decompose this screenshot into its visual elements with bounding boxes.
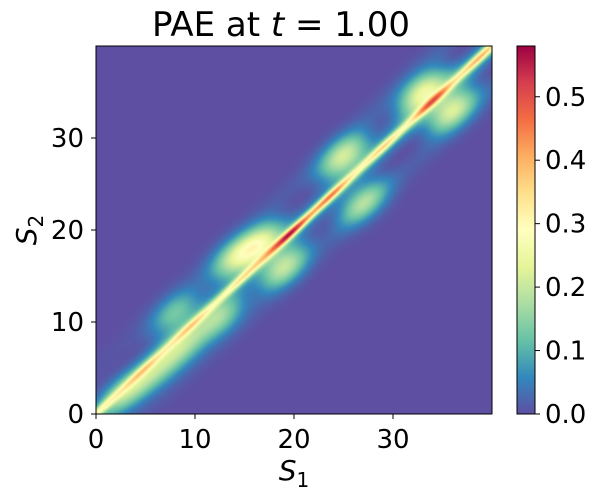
colorbar-tick-label: 0.1 <box>545 337 586 367</box>
x-tick-label: 10 <box>178 425 211 455</box>
colorbar: 0.0 0.1 0.2 0.3 0.4 0.5 <box>516 45 586 430</box>
title-variable: t <box>271 5 286 45</box>
y-axis-label-base: S <box>10 227 43 245</box>
x-axis-label-subscript: 1 <box>297 468 310 492</box>
y-tick-label: 20 <box>51 216 84 246</box>
colorbar-ticks: 0.0 0.1 0.2 0.3 0.4 0.5 <box>535 83 586 430</box>
colorbar-tick-label: 0.2 <box>545 273 586 303</box>
colorbar-tick-label: 0.5 <box>545 83 586 113</box>
x-axis-ticks: 0 10 20 30 <box>88 414 410 455</box>
colorbar-tick-label: 0.4 <box>545 146 586 176</box>
chart-title: PAE at t = 1.00 <box>152 5 410 45</box>
y-tick-label: 0 <box>67 400 84 430</box>
x-tick-label: 20 <box>277 425 310 455</box>
y-axis-label: S2 <box>10 215 48 246</box>
title-prefix: PAE at <box>152 5 271 45</box>
heatmap-plot-area <box>95 45 493 415</box>
x-axis-label-base: S <box>279 454 297 487</box>
y-axis-label-subscript: 2 <box>24 215 48 228</box>
colorbar-gradient <box>516 45 536 415</box>
y-tick-label: 30 <box>51 124 84 154</box>
x-axis-label: S1 <box>279 454 310 492</box>
x-tick-label: 30 <box>376 425 409 455</box>
y-axis-ticks: 0 10 20 30 <box>51 124 96 430</box>
colorbar-tick-label: 0.0 <box>545 400 586 430</box>
y-tick-label: 10 <box>51 308 84 338</box>
heatmap-image <box>96 46 492 414</box>
title-suffix: = 1.00 <box>284 5 410 45</box>
colorbar-tick-label: 0.3 <box>545 210 586 240</box>
x-tick-label: 0 <box>88 425 105 455</box>
